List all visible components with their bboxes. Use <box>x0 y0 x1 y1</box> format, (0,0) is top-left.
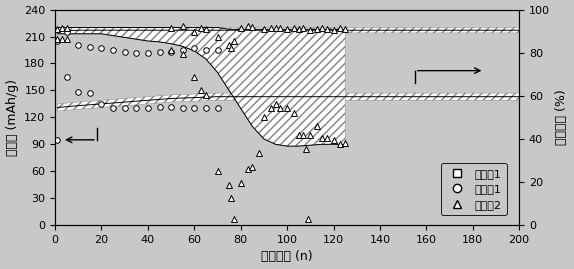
Point <box>329 28 338 32</box>
Y-axis label: 库伦效率 (%): 库伦效率 (%) <box>556 90 568 145</box>
Point <box>248 24 257 29</box>
Point <box>336 25 345 30</box>
Point <box>306 133 315 137</box>
Point <box>62 30 71 34</box>
Point <box>86 91 95 95</box>
Point <box>276 25 285 30</box>
Point <box>190 75 199 79</box>
Point <box>236 181 245 185</box>
Point <box>255 151 264 155</box>
Point <box>294 133 303 137</box>
Point <box>190 30 199 34</box>
Point <box>190 106 199 111</box>
Point <box>155 104 164 109</box>
Point <box>266 25 276 30</box>
Point <box>108 48 118 52</box>
Point <box>329 138 338 142</box>
Point <box>201 27 211 31</box>
Point <box>86 45 95 49</box>
Point <box>271 102 280 106</box>
Point <box>236 25 245 30</box>
Point <box>289 111 298 115</box>
Point <box>178 52 187 57</box>
Point <box>201 106 211 111</box>
Point <box>53 39 62 43</box>
Point <box>322 136 331 140</box>
Point <box>73 90 83 94</box>
Point <box>243 167 252 171</box>
Point <box>276 106 285 111</box>
Point <box>336 142 345 146</box>
Point <box>131 51 141 55</box>
Point <box>190 46 199 50</box>
Point <box>166 25 176 30</box>
Point <box>299 25 308 30</box>
Point <box>197 25 206 30</box>
Point <box>282 106 292 111</box>
Point <box>178 106 187 111</box>
Point <box>73 43 83 48</box>
Point <box>227 196 236 200</box>
Point <box>108 106 118 111</box>
Point <box>306 28 315 32</box>
Point <box>213 34 222 39</box>
Point <box>289 25 298 30</box>
Point <box>120 49 129 54</box>
Point <box>322 27 331 31</box>
Point <box>259 27 269 31</box>
Point <box>340 140 350 145</box>
Point <box>266 106 276 111</box>
Point <box>57 37 67 41</box>
Point <box>213 169 222 174</box>
Point <box>282 27 292 31</box>
Point <box>166 49 176 54</box>
Point <box>144 106 153 111</box>
Point <box>227 46 236 50</box>
Point <box>248 165 257 169</box>
Point <box>271 25 280 30</box>
Point <box>178 48 187 52</box>
Point <box>317 136 327 140</box>
Point <box>201 48 211 52</box>
X-axis label: 循环圈数 (n): 循环圈数 (n) <box>261 250 313 263</box>
Point <box>131 106 141 111</box>
Point <box>340 27 350 31</box>
Point <box>166 104 176 109</box>
Point <box>224 43 234 48</box>
Point <box>299 133 308 137</box>
Point <box>243 24 252 28</box>
Point <box>144 51 153 55</box>
Point <box>62 37 71 41</box>
Y-axis label: 比容量 (mAh/g): 比容量 (mAh/g) <box>6 79 18 156</box>
Point <box>213 48 222 52</box>
Point <box>53 27 62 31</box>
Point <box>224 183 234 187</box>
Point <box>120 106 129 111</box>
Point <box>155 49 164 54</box>
Point <box>229 39 238 43</box>
Point <box>229 217 238 221</box>
Point <box>97 46 106 50</box>
Point <box>62 75 71 79</box>
Point <box>53 37 62 41</box>
Point <box>259 115 269 119</box>
Point <box>97 102 106 106</box>
Point <box>313 124 322 129</box>
Point <box>304 217 313 221</box>
Point <box>294 27 303 31</box>
Point <box>313 27 322 31</box>
Point <box>201 93 211 97</box>
Point <box>301 147 311 151</box>
Point <box>213 106 222 111</box>
Point <box>53 138 62 142</box>
Legend: 实施例1, 对比例1, 对比例2: 实施例1, 对比例1, 对比例2 <box>441 163 507 215</box>
Point <box>166 48 176 52</box>
Point <box>62 25 71 30</box>
Point <box>197 88 206 93</box>
Point <box>178 24 187 28</box>
Point <box>317 25 327 30</box>
Point <box>57 26 67 31</box>
